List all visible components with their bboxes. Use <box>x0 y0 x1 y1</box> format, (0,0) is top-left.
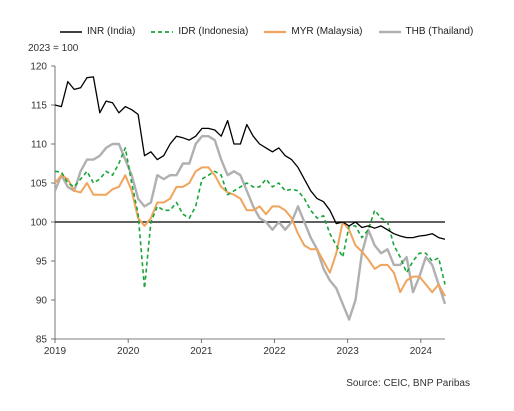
x-tick-label: 2021 <box>190 346 213 357</box>
legend-swatch-inr <box>60 30 82 33</box>
y-tick-label: 110 <box>31 140 47 151</box>
y-tick-label: 115 <box>31 101 47 112</box>
x-tick-label: 2022 <box>263 346 286 357</box>
legend-swatch-thb <box>378 30 401 33</box>
legend-swatch-myr <box>264 30 287 33</box>
y-tick-label: 90 <box>36 296 48 307</box>
series-line-idr <box>54 147 446 290</box>
legend-label-inr: INR (India) <box>87 26 136 37</box>
y-tick-label: 85 <box>36 335 48 346</box>
legend-item-myr: MYR (Malaysia) <box>264 26 363 37</box>
y-tick-label: 105 <box>30 179 47 190</box>
x-tick-label: 2020 <box>117 346 140 357</box>
y-tick-label: 95 <box>36 257 48 268</box>
x-tick-label: 2024 <box>410 346 433 357</box>
legend-item-thb: THB (Thailand) <box>378 26 474 37</box>
legend-label-thb: THB (Thailand) <box>405 26 474 37</box>
chart-axes: 85 90 95 100 105 110 115 120 2019 2020 2021 2022 202… <box>30 62 445 357</box>
legend-item-inr: INR (India) <box>60 26 135 37</box>
source-note: Source: CEIC, BNP Paribas <box>346 378 470 389</box>
series-line-myr <box>54 166 446 297</box>
legend-label-idr: IDR (Indonesia) <box>178 26 249 37</box>
x-tick-label: 2023 <box>337 346 360 357</box>
y-tick-label: 120 <box>30 62 47 73</box>
x-tick-label: 2019 <box>44 346 67 357</box>
series-line-inr <box>54 76 446 240</box>
series-line-thb <box>53 134 447 321</box>
chart-series <box>53 76 447 321</box>
legend-item-idr: IDR (Indonesia) <box>151 26 248 37</box>
legend-label-myr: MYR (Malaysia) <box>291 26 363 37</box>
y-tick-label: 100 <box>30 218 47 229</box>
legend-swatch-idr <box>151 30 174 33</box>
unit-note: 2023 = 100 <box>28 43 79 54</box>
legend: INR (India) IDR (Indonesia) MYR (Malaysi… <box>60 26 473 37</box>
